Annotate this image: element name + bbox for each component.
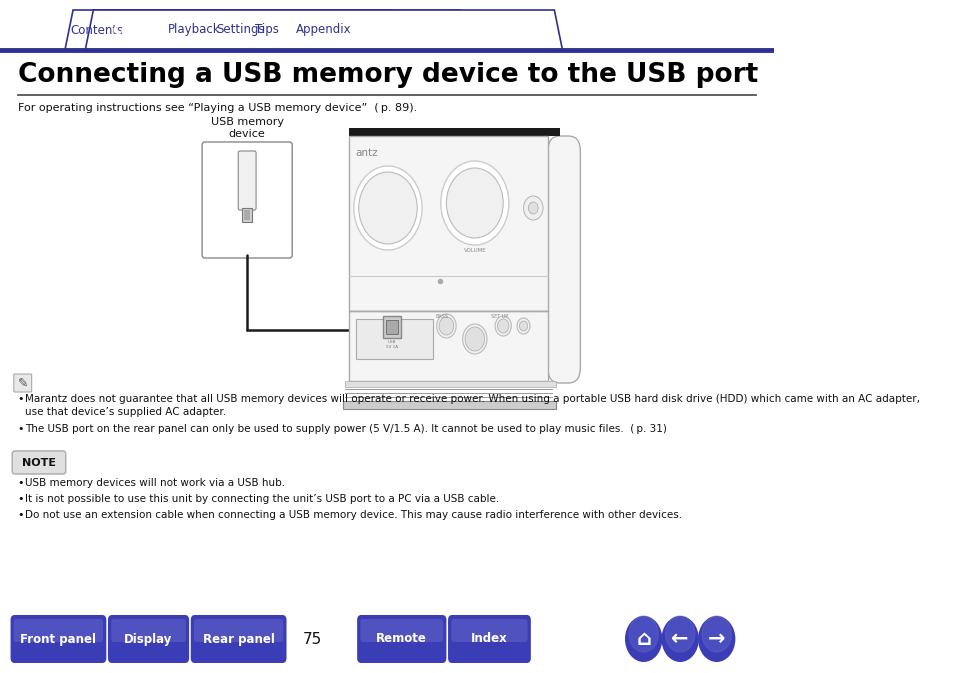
Text: USB
5V 1A: USB 5V 1A <box>386 340 397 349</box>
Circle shape <box>628 616 658 652</box>
Text: BASS: BASS <box>436 314 448 319</box>
Circle shape <box>438 317 454 335</box>
Text: use that device’s supplied AC adapter.: use that device’s supplied AC adapter. <box>25 407 226 417</box>
Text: antz: antz <box>355 148 377 158</box>
Text: Front panel: Front panel <box>20 633 96 645</box>
Text: Do not use an extension cable when connecting a USB memory device. This may caus: Do not use an extension cable when conne… <box>25 510 681 520</box>
Circle shape <box>497 319 508 333</box>
Circle shape <box>660 616 699 662</box>
FancyBboxPatch shape <box>191 615 286 663</box>
Polygon shape <box>97 10 210 50</box>
Polygon shape <box>65 10 469 50</box>
Text: Appendix: Appendix <box>295 24 352 36</box>
Circle shape <box>358 172 416 244</box>
FancyBboxPatch shape <box>13 619 103 642</box>
Text: For operating instructions see “Playing a USB memory device”  ( p. 89).: For operating instructions see “Playing … <box>18 103 416 113</box>
Bar <box>383 316 400 338</box>
Text: Rear panel: Rear panel <box>202 633 274 645</box>
FancyBboxPatch shape <box>112 619 186 642</box>
FancyBboxPatch shape <box>451 619 527 642</box>
Circle shape <box>624 616 661 662</box>
Text: 75: 75 <box>302 631 322 647</box>
Text: Settings: Settings <box>216 24 265 36</box>
FancyBboxPatch shape <box>448 615 530 663</box>
Text: •: • <box>18 510 25 520</box>
Text: Tips: Tips <box>254 24 278 36</box>
Bar <box>355 319 432 359</box>
Polygon shape <box>90 10 104 50</box>
Polygon shape <box>85 10 302 50</box>
Text: The USB port on the rear panel can only be used to supply power (5 V/1.5 A). It : The USB port on the rear panel can only … <box>25 424 666 434</box>
FancyBboxPatch shape <box>12 451 66 474</box>
Text: Connections: Connections <box>112 24 194 36</box>
Bar <box>342 401 556 409</box>
Text: USB memory
device: USB memory device <box>211 117 283 139</box>
FancyBboxPatch shape <box>193 619 283 642</box>
Circle shape <box>665 616 694 652</box>
Polygon shape <box>85 10 562 50</box>
Text: ←: ← <box>671 629 688 649</box>
Text: Marantz does not guarantee that all USB memory devices will operate or receive p: Marantz does not guarantee that all USB … <box>25 394 920 404</box>
Text: USB memory devices will not work via a USB hub.: USB memory devices will not work via a U… <box>25 478 285 488</box>
Bar <box>386 320 397 334</box>
Circle shape <box>446 168 502 238</box>
Circle shape <box>698 616 735 662</box>
Bar <box>349 311 547 381</box>
Text: SET UP: SET UP <box>490 314 507 319</box>
Circle shape <box>701 616 731 652</box>
Circle shape <box>517 318 530 334</box>
FancyBboxPatch shape <box>13 374 31 392</box>
FancyBboxPatch shape <box>10 615 106 663</box>
Text: •: • <box>18 394 25 404</box>
Text: •: • <box>18 478 25 488</box>
Circle shape <box>440 161 508 245</box>
Text: Index: Index <box>471 633 507 645</box>
Bar <box>349 128 559 136</box>
FancyBboxPatch shape <box>108 615 189 663</box>
Text: Display: Display <box>124 633 172 645</box>
Text: ⌂: ⌂ <box>636 629 651 649</box>
Circle shape <box>436 314 456 338</box>
Circle shape <box>523 196 542 220</box>
Circle shape <box>495 316 511 336</box>
Text: VOLUME: VOLUME <box>463 248 486 253</box>
Text: ✎: ✎ <box>17 376 28 390</box>
Bar <box>345 381 556 387</box>
Circle shape <box>465 327 484 351</box>
Text: Contents: Contents <box>70 24 123 36</box>
Text: Remote: Remote <box>375 633 427 645</box>
FancyBboxPatch shape <box>202 142 292 258</box>
Text: •: • <box>18 424 25 434</box>
FancyBboxPatch shape <box>356 615 446 663</box>
Text: •: • <box>18 494 25 504</box>
Circle shape <box>354 166 421 250</box>
Text: It is not possible to use this unit by connecting the unit’s USB port to a PC vi: It is not possible to use this unit by c… <box>25 494 498 504</box>
Circle shape <box>519 321 527 331</box>
FancyBboxPatch shape <box>360 619 443 642</box>
Circle shape <box>462 324 486 354</box>
FancyBboxPatch shape <box>238 151 255 210</box>
Bar <box>349 136 547 311</box>
FancyBboxPatch shape <box>547 136 579 383</box>
Text: Connecting a USB memory device to the USB port: Connecting a USB memory device to the US… <box>18 62 758 88</box>
Text: Playback: Playback <box>168 24 220 36</box>
Circle shape <box>528 202 537 214</box>
Text: →: → <box>707 629 724 649</box>
Text: NOTE: NOTE <box>22 458 56 468</box>
Bar <box>244 210 250 220</box>
Bar <box>242 208 252 222</box>
Polygon shape <box>85 10 395 50</box>
